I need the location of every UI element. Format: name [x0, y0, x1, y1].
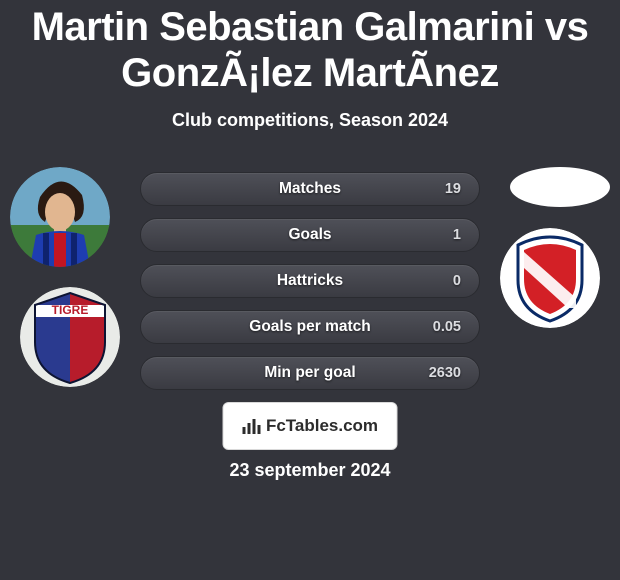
club1-crest: TIGRE	[20, 287, 120, 387]
fctables-link[interactable]: FcTables.com	[223, 402, 398, 450]
subtitle: Club competitions, Season 2024	[0, 110, 620, 131]
stat-value: 0	[453, 273, 461, 289]
stat-label: Goals per match	[249, 318, 370, 336]
brand-name: FcTables.com	[266, 416, 378, 436]
stat-hattricks: Hattricks 0	[140, 264, 480, 298]
bar-chart-icon	[242, 417, 262, 435]
stat-label: Goals	[288, 226, 331, 244]
stat-value: 1	[453, 227, 461, 243]
stat-label: Min per goal	[264, 364, 355, 382]
club1-band-text: TIGRE	[52, 303, 89, 317]
stat-value: 0.05	[433, 319, 461, 335]
date-label: 23 september 2024	[0, 460, 620, 481]
player1-avatar	[10, 167, 110, 267]
stat-min-per-goal: Min per goal 2630	[140, 356, 480, 390]
page-title: Martin Sebastian Galmarini vs GonzÃ¡lez …	[0, 0, 620, 96]
stat-matches: Matches 19	[140, 172, 480, 206]
player2-avatar	[510, 167, 610, 207]
stat-goals: Goals 1	[140, 218, 480, 252]
club2-crest	[500, 228, 600, 328]
stat-label: Hattricks	[277, 272, 343, 290]
stats-list: Matches 19 Goals 1 Hattricks 0 Goals per…	[140, 172, 480, 390]
stat-label: Matches	[279, 180, 341, 198]
stat-value: 19	[445, 181, 461, 197]
stat-goals-per-match: Goals per match 0.05	[140, 310, 480, 344]
stat-value: 2630	[429, 365, 461, 381]
